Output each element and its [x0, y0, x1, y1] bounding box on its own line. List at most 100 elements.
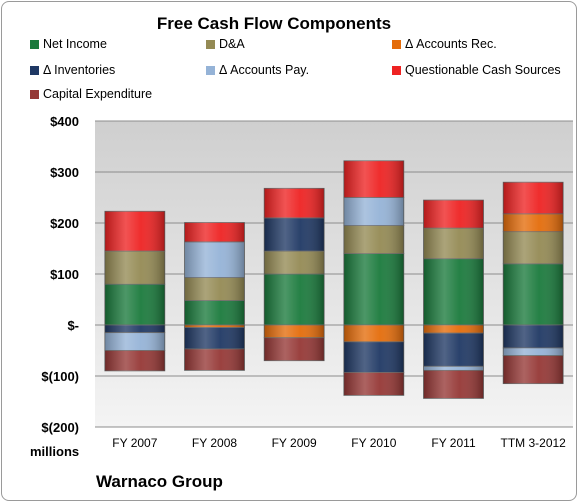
bar-shine	[423, 366, 484, 371]
bar-shine	[503, 355, 564, 384]
bar-shine	[264, 274, 325, 325]
legend-swatch	[30, 90, 39, 99]
bar-segment	[343, 372, 405, 396]
legend-label: Δ Accounts Pay.	[219, 63, 310, 77]
legend-item: Δ Accounts Pay.	[206, 63, 309, 77]
legend-item: Δ Accounts Rec.	[392, 37, 497, 51]
company-name: Warnaco Group	[96, 472, 223, 491]
bar-shine	[184, 241, 245, 278]
bar-shine	[423, 228, 484, 259]
bar-segment	[423, 199, 484, 229]
bar-shine	[264, 251, 325, 274]
bar-shine	[184, 277, 245, 301]
bar-segment	[184, 241, 245, 278]
y-tick-label: $100	[50, 267, 79, 282]
bar-shine	[264, 217, 325, 252]
bar-segment	[104, 332, 166, 351]
legend-label: Capital Expenditure	[43, 87, 153, 101]
bar-segment	[184, 277, 245, 301]
y-tick-label: $400	[50, 114, 79, 129]
bar-segment	[343, 197, 405, 226]
y-tick-label: $200	[50, 216, 79, 231]
legend-label: Δ Accounts Rec.	[405, 37, 497, 51]
bar-segment	[263, 250, 325, 275]
bar-segment	[423, 227, 484, 260]
bar-shine	[423, 325, 484, 334]
bar-segment	[184, 300, 245, 326]
bar-segment	[423, 365, 484, 371]
bar-segment	[263, 187, 325, 219]
bar-shine	[423, 370, 484, 399]
bar-segment	[502, 263, 564, 326]
bar-segment	[502, 231, 564, 265]
legend-swatch	[206, 40, 215, 49]
bar-shine	[343, 253, 404, 325]
bar-shine	[343, 325, 404, 342]
bar-segment	[184, 327, 245, 350]
x-tick-label: FY 2007	[112, 436, 157, 450]
legend-item: D&A	[206, 37, 245, 51]
bar-segment	[502, 347, 564, 357]
bar-shine	[503, 231, 564, 264]
bar-segment	[423, 369, 484, 399]
legend-swatch	[392, 66, 401, 75]
y-tick-label: $(200)	[41, 420, 79, 435]
bar-shine	[423, 258, 484, 325]
bar-segment	[343, 341, 405, 373]
bar-segment	[423, 332, 484, 367]
bar-segment	[343, 253, 405, 326]
chart-title: Free Cash Flow Components	[156, 14, 392, 33]
bar-shine	[343, 197, 404, 226]
bar-shine	[264, 188, 325, 218]
legend-swatch	[206, 66, 215, 75]
legend-label: Δ Inventories	[43, 63, 116, 77]
legend-swatch	[30, 40, 39, 49]
bar-segment	[104, 250, 166, 285]
y-tick-label: $300	[50, 165, 79, 180]
bar-shine	[264, 337, 325, 361]
bar-shine	[503, 213, 564, 232]
bar-segment	[502, 355, 564, 385]
bar-shine	[104, 251, 165, 285]
legend-swatch	[30, 66, 39, 75]
x-tick-label: TTM 3-2012	[500, 436, 566, 450]
x-tick-label: FY 2011	[431, 436, 476, 450]
bar-segment	[263, 217, 325, 252]
bar-shine	[184, 222, 245, 242]
legend-label: Questionable Cash Sources	[405, 63, 561, 77]
bar-segment	[184, 348, 245, 371]
bar-segment	[502, 324, 564, 349]
bar-shine	[503, 347, 564, 356]
legend-item: Capital Expenditure	[30, 87, 152, 101]
x-tick-label: FY 2008	[192, 436, 237, 450]
bar-segment	[423, 324, 484, 334]
bar-shine	[184, 300, 245, 325]
x-tick-label: FY 2010	[351, 436, 396, 450]
bar-segment	[343, 225, 405, 255]
legend-swatch	[392, 40, 401, 49]
legend-item: Net Income	[30, 37, 107, 51]
units-label: millions	[30, 444, 80, 459]
bar-segment	[263, 337, 325, 362]
bar-segment	[104, 210, 166, 252]
bar-segment	[343, 160, 405, 198]
bar-segment	[104, 283, 166, 326]
bar-shine	[264, 325, 325, 338]
bar-shine	[104, 350, 165, 371]
y-tick-label: $(100)	[41, 369, 79, 384]
bar-segment	[343, 324, 405, 343]
x-tick-label: FY 2009	[272, 436, 317, 450]
bar-shine	[423, 200, 484, 229]
bar-shine	[184, 325, 245, 328]
bar-segment	[502, 181, 564, 215]
legend-label: Net Income	[43, 37, 107, 51]
bar-segment	[104, 324, 166, 334]
bar-shine	[423, 333, 484, 367]
bar-shine	[184, 348, 245, 371]
bar-shine	[503, 325, 564, 348]
bar-shine	[184, 327, 245, 349]
legend-label: D&A	[219, 37, 245, 51]
bar-segment	[263, 273, 325, 326]
bar-shine	[343, 160, 404, 198]
